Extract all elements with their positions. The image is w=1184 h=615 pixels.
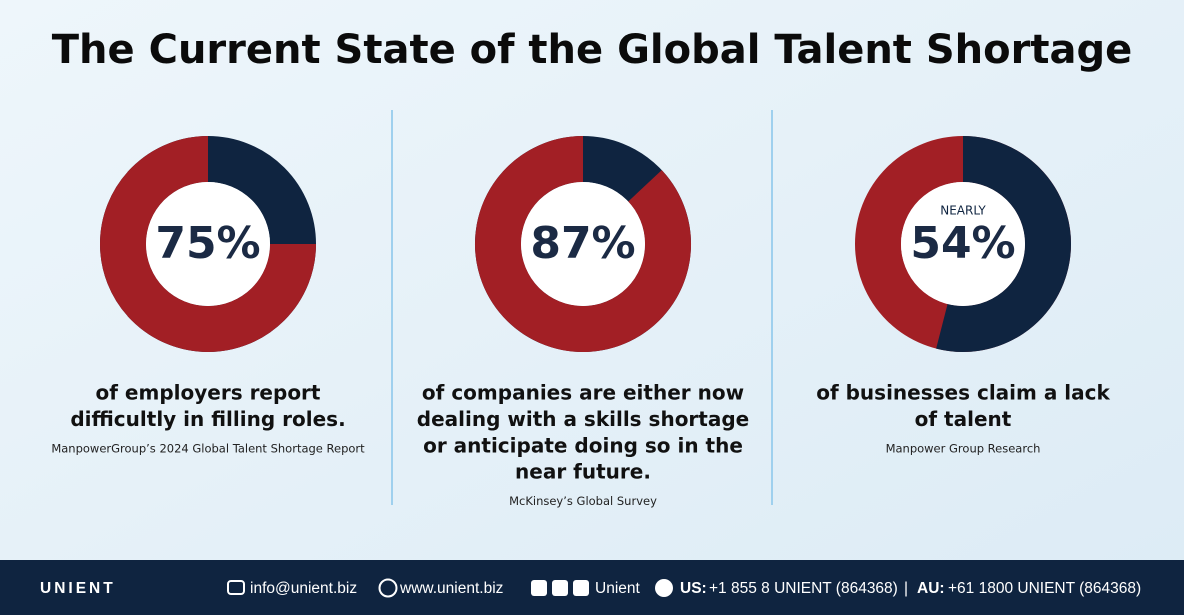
linkedin-icon [531, 580, 547, 596]
x-icon [573, 580, 589, 596]
social: Unient [595, 580, 640, 597]
caption-line: dealing with a skills shortage [417, 407, 749, 431]
source: Manpower Group Research [886, 441, 1041, 455]
source: ManpowerGroup’s 2024 Global Talent Short… [51, 441, 365, 455]
donut-segment [936, 136, 1071, 352]
caption-line: of businesses claim a lack [816, 381, 1110, 405]
caption-line: of employers report [96, 381, 321, 405]
website: www.unient.biz [399, 580, 503, 597]
email-icon [227, 580, 245, 595]
footer: UNIENT info@unient.biz www.unient.biz Un… [0, 560, 1184, 615]
caption-line: difficultly in filling roles. [70, 407, 345, 431]
donut-hole [901, 182, 1025, 306]
us-phone: +1 855 8 UNIENT (864368) [709, 580, 898, 597]
value-label: 75% [155, 218, 260, 269]
donut-hole [146, 182, 270, 306]
value-prefix: NEARLY [940, 204, 986, 218]
facebook-icon [552, 580, 568, 596]
phone-icon [655, 579, 673, 597]
email: info@unient.biz [250, 580, 357, 597]
logo: UNIENT [40, 580, 116, 597]
au-label: AU: [917, 580, 945, 597]
value-label: 54% [910, 218, 1015, 269]
au-phone: +61 1800 UNIENT (864368) [948, 580, 1141, 597]
web-icon [378, 578, 398, 598]
us-label: US: [680, 580, 707, 597]
caption-line: of talent [915, 407, 1012, 431]
footer-bar [0, 560, 1184, 615]
donut-segment [100, 136, 316, 352]
donut-hole [521, 182, 645, 306]
caption-line: near future. [515, 460, 651, 484]
caption-line: or anticipate doing so in the [423, 433, 743, 457]
title: The Current State of the Global Talent S… [52, 27, 1132, 73]
donut-segment [475, 136, 691, 352]
caption-line: of companies are either now [422, 381, 744, 405]
value-label: 87% [530, 218, 635, 269]
separator: | [904, 580, 908, 597]
source: McKinsey’s Global Survey [509, 494, 657, 508]
